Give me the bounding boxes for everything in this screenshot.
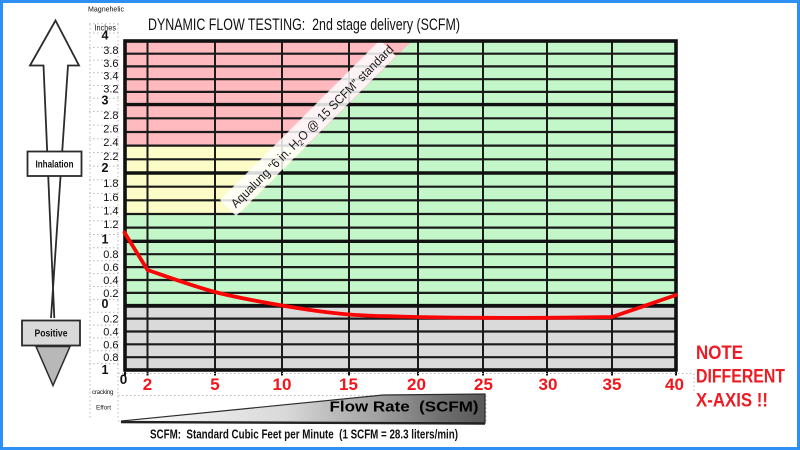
svg-text:3.4: 3.4: [103, 71, 118, 83]
svg-text:Positive: Positive: [35, 329, 68, 340]
svg-text:2.2: 2.2: [103, 151, 118, 163]
svg-text:0.8: 0.8: [103, 249, 118, 261]
svg-text:0: 0: [120, 372, 128, 387]
svg-text:2.4: 2.4: [103, 137, 118, 149]
svg-text:Flow Rate (SCFM): Flow Rate (SCFM): [330, 400, 479, 416]
svg-text:0.4: 0.4: [103, 326, 118, 338]
svg-text:1: 1: [102, 363, 109, 377]
svg-text:0.6: 0.6: [103, 262, 118, 274]
svg-text:1.6: 1.6: [103, 192, 118, 204]
svg-text:0.2: 0.2: [103, 314, 118, 326]
svg-text:cracking: cracking: [92, 389, 114, 396]
svg-text:0.4: 0.4: [103, 275, 118, 287]
svg-text:15: 15: [339, 375, 358, 394]
svg-text:0.2: 0.2: [103, 288, 118, 300]
svg-text:3.6: 3.6: [103, 58, 118, 70]
svg-text:0.6: 0.6: [103, 339, 118, 351]
svg-text:0: 0: [102, 297, 109, 311]
svg-text:DIFFERENT: DIFFERENT: [696, 366, 785, 388]
svg-text:1.4: 1.4: [103, 206, 118, 218]
svg-text:1: 1: [102, 233, 109, 247]
svg-text:5: 5: [210, 375, 219, 394]
svg-text:X-AXIS !!: X-AXIS !!: [696, 390, 768, 412]
svg-text:35: 35: [603, 375, 622, 394]
svg-text:1.2: 1.2: [103, 219, 118, 231]
svg-text:20: 20: [407, 375, 426, 394]
svg-text:NOTE: NOTE: [696, 342, 743, 364]
svg-text:40: 40: [665, 375, 684, 394]
svg-text:Magnehelic: Magnehelic: [88, 5, 124, 14]
svg-text:2: 2: [102, 161, 109, 175]
svg-text:Inches: Inches: [95, 24, 117, 33]
svg-text:2.8: 2.8: [103, 110, 118, 122]
svg-text:1.8: 1.8: [103, 178, 118, 190]
svg-text:3.8: 3.8: [103, 45, 118, 57]
svg-text:Inhalation: Inhalation: [36, 160, 74, 171]
svg-text:3.2: 3.2: [103, 83, 118, 95]
svg-text:2.6: 2.6: [103, 124, 118, 136]
svg-text:10: 10: [273, 375, 292, 394]
svg-text:3: 3: [102, 94, 109, 108]
svg-text:25: 25: [474, 375, 493, 394]
svg-text:2: 2: [143, 375, 152, 394]
svg-text:30: 30: [539, 375, 558, 394]
svg-text:0.8: 0.8: [103, 352, 118, 364]
svg-text:SCFM: Standard Cubic Feet per: SCFM: Standard Cubic Feet per Minute (1 …: [150, 427, 458, 442]
svg-text:Effort: Effort: [96, 404, 111, 411]
svg-text:4: 4: [102, 29, 109, 43]
svg-text:DYNAMIC FLOW TESTING: 2nd sta: DYNAMIC FLOW TESTING: 2nd stage delivery…: [148, 16, 460, 34]
